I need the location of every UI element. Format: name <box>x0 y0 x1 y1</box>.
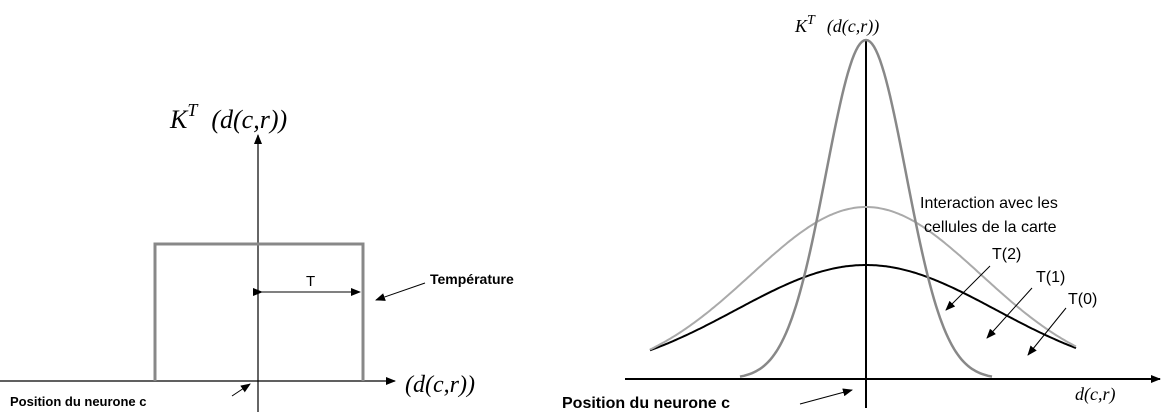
y-label: KT (d(c,r)) <box>169 100 287 134</box>
origin-label: Position du neurone c <box>562 395 730 412</box>
annotation-line: cellules de la carte <box>924 219 1057 236</box>
origin-arrow <box>799 388 853 405</box>
curve-label: T(0) <box>1068 291 1097 308</box>
origin-label: Position du neurone c <box>10 394 147 409</box>
x-label: (d(c,r)) <box>405 372 475 398</box>
left-panel: KT (d(c,r)) Température T (d(c,r)) Positi… <box>0 100 514 412</box>
curve-label: T(1) <box>1036 269 1065 286</box>
right-panel: KT (d(c,r)) Interaction avec les cellules… <box>562 13 1161 412</box>
step-function <box>153 242 365 381</box>
curve-label: T(2) <box>992 246 1021 263</box>
t0-arrow <box>1027 307 1067 356</box>
annotation: Température <box>430 271 514 287</box>
t1-arrow <box>986 287 1033 339</box>
curve-t0 <box>649 264 1077 352</box>
curve-t2 <box>739 38 993 378</box>
origin-arrow <box>231 383 251 397</box>
width-label: T <box>306 273 315 290</box>
annotation-arrow <box>375 282 426 301</box>
annotation-line: Interaction avec les <box>920 195 1058 212</box>
y-label: KT (d(c,r)) <box>794 13 879 37</box>
x-label: d(c,r) <box>1075 384 1115 405</box>
t2-arrow <box>945 265 991 311</box>
curve-t1 <box>649 206 1077 351</box>
